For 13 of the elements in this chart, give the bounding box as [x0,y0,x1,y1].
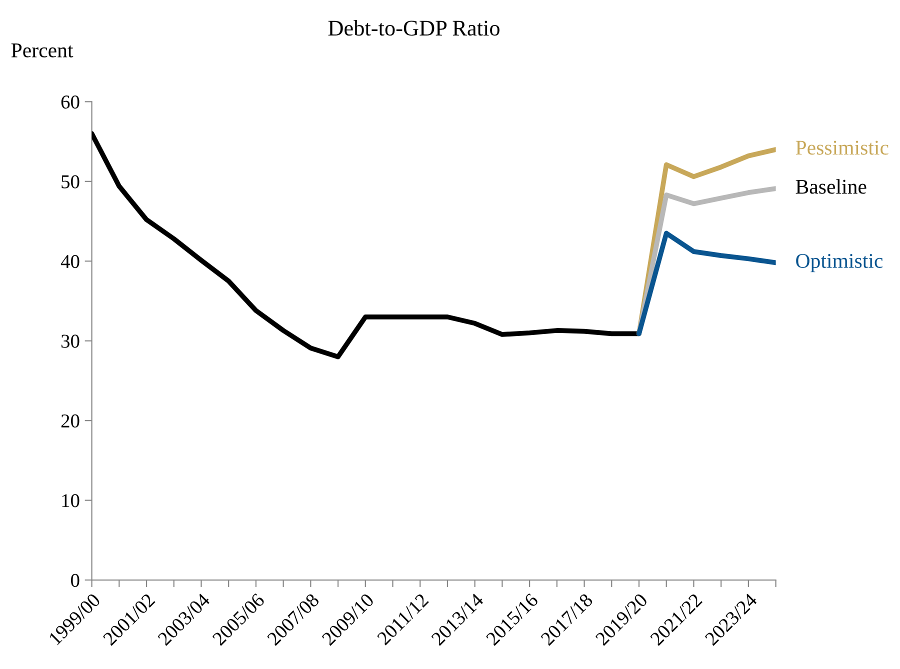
y-tick-label: 50 [62,175,80,188]
line-series [636,230,776,336]
chart-title: Debt-to-GDP Ratio [328,20,500,36]
y-tick-label: 60 [61,96,80,109]
y-tick-label: 0 [71,574,80,587]
series-label: Baseline [796,179,866,194]
y-tick-label: 30 [61,334,80,348]
series-label: Pessimistic [796,140,888,155]
y-tick-label: 10 [62,494,80,508]
series-label: Optimistic [796,254,883,272]
y-axis-title: Percent [11,44,74,58]
y-tick-label: 40 [60,254,80,268]
y-tick-label: 20 [61,414,80,428]
